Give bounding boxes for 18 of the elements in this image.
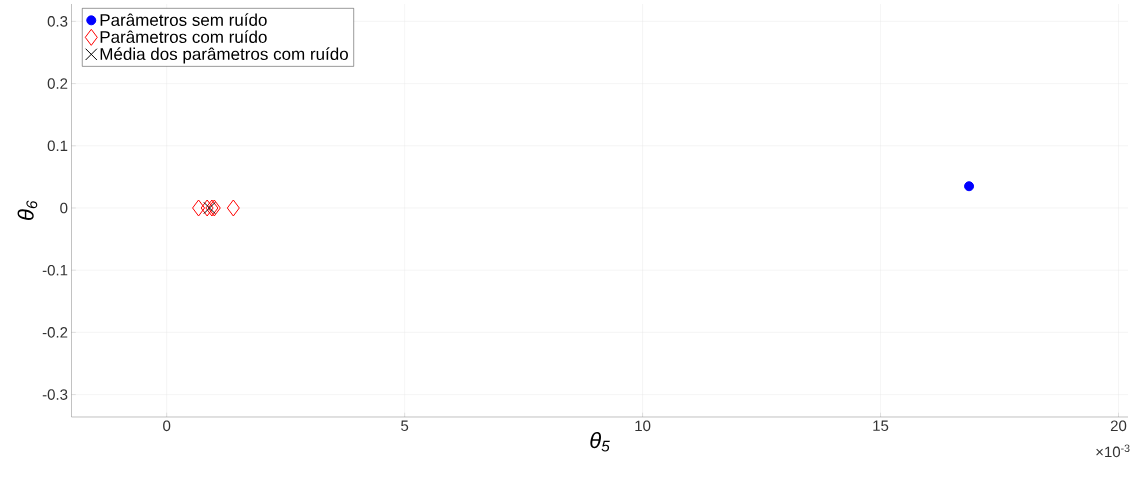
y-axis-title: θ$_{6}$: [17, 200, 38, 220]
y-tick-label: 0.3: [47, 16, 68, 27]
y-tick-label: -0.3: [42, 389, 68, 400]
x-tick-label: 5: [401, 420, 409, 431]
y-tick-label: -0.2: [42, 327, 68, 338]
x-tick-label: 20: [1110, 420, 1127, 432]
x-tick-label: 0: [163, 420, 171, 432]
y-tick-label: 0.2: [47, 78, 68, 89]
text: ×10$^{-3}$: [1096, 444, 1130, 458]
legend-label: Parâmetros com ruído: [100, 30, 267, 44]
legend-label: Média dos parâmetros com ruído: [100, 47, 348, 64]
y-tick-label: 0.1: [47, 140, 68, 152]
y-tick-label: 0: [60, 202, 68, 214]
x-axis-title: θ$_{5}$: [590, 432, 610, 452]
x-tick-label: 15: [873, 420, 889, 431]
x-tick-label: 10: [635, 420, 651, 432]
y-tick-label: -0.1: [42, 264, 68, 276]
legend-label: Parâmetros sem ruído: [100, 13, 267, 26]
